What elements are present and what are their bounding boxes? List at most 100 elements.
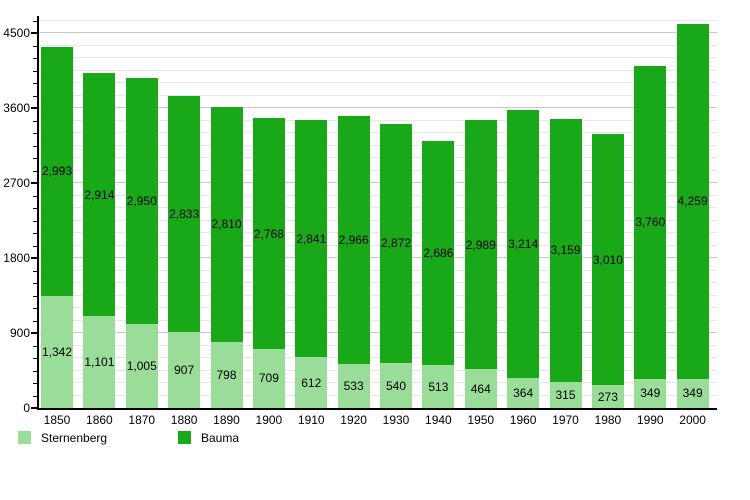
bar-value-label-sternenberg: 464 (470, 381, 491, 396)
gridline-minor (39, 319, 717, 321)
bar-value-label-bauma: 2,993 (41, 164, 73, 179)
bar-segment-bauma (676, 24, 709, 379)
gridline-minor (39, 357, 717, 358)
bar-segment-bauma (337, 116, 370, 364)
x-tick-label: 1860 (86, 413, 113, 427)
bar-1850: 1,342 2,993 (41, 46, 73, 408)
gridline-minor (39, 269, 717, 271)
x-tick-label: 1920 (340, 413, 367, 427)
y-tick-major (31, 407, 37, 409)
y-tick-minor (33, 145, 37, 147)
x-tick-label: 1980 (594, 413, 622, 427)
bar-segment-sternenberg (591, 385, 624, 408)
bar-segment-sternenberg (549, 381, 582, 408)
x-tick-label: 1880 (170, 413, 198, 427)
bar-segment-sternenberg (125, 324, 158, 408)
bar-segment-bauma (380, 123, 412, 363)
y-tick-label: 2700 (3, 176, 30, 190)
gridline-minor (39, 69, 717, 71)
y-tick-minor (33, 58, 37, 59)
bar-segment-sternenberg (210, 341, 243, 408)
x-tick-label: 2000 (679, 413, 706, 427)
y-tick-minor (33, 133, 37, 134)
bar-value-label-bauma: 2,914 (84, 187, 115, 202)
bar-value-label-sternenberg: 1,005 (126, 359, 157, 374)
x-tick-label: 1910 (297, 413, 325, 427)
bar-1880: 907 2,833 (168, 96, 201, 408)
bar-segment-sternenberg (380, 363, 412, 408)
bar-value-label-bauma: 2,950 (126, 194, 157, 209)
gridline-major (39, 257, 717, 258)
bar-segment-bauma (168, 96, 201, 333)
bar-value-label-sternenberg: 612 (301, 375, 322, 390)
gridline-minor (39, 344, 717, 346)
bar-segment-bauma (507, 109, 540, 378)
bar-value-label-sternenberg: 709 (258, 371, 279, 386)
bar-value-label-sternenberg: 540 (385, 378, 407, 393)
grid-area (39, 18, 717, 408)
x-tick-label: 1870 (128, 413, 156, 427)
y-tick-minor (33, 270, 37, 272)
bar-segment-sternenberg (83, 316, 116, 408)
gridline-major (39, 332, 717, 333)
gridline-major (39, 107, 717, 108)
bar-segment-sternenberg (507, 377, 540, 408)
y-tick-minor (33, 170, 37, 172)
y-tick-minor (33, 208, 37, 209)
x-tick-label: 1890 (213, 413, 240, 427)
bar-1900: 709 2,768 (252, 118, 285, 408)
bar-value-label-bauma: 3,760 (635, 215, 666, 230)
x-tick-label: 1990 (636, 413, 664, 427)
y-tick-minor (33, 245, 37, 247)
bar-value-label-bauma: 2,833 (169, 207, 200, 222)
bar-1910: 612 2,841 (295, 120, 328, 408)
y-tick-minor (33, 20, 37, 22)
gridline-minor (39, 219, 717, 221)
bar-segment-bauma (83, 73, 116, 317)
y-tick-minor (33, 283, 37, 284)
gridline-minor (39, 207, 717, 208)
y-tick-label: 4500 (3, 26, 30, 40)
bar-1870: 1,005 2,950 (125, 78, 158, 408)
gridline-minor (39, 232, 717, 233)
y-tick-major (31, 257, 37, 259)
bar-value-label-sternenberg: 513 (428, 379, 449, 394)
x-tick-label: 1950 (467, 413, 495, 427)
gridline-minor (39, 94, 717, 96)
legend-label-bauma: Bauma (201, 431, 240, 445)
gridline-minor (39, 119, 717, 121)
bar-1930: 540 2,872 (380, 123, 412, 408)
bar-1920: 533 2,966 (337, 116, 370, 408)
y-tick-minor (33, 158, 37, 159)
legend-label-sternenberg: Sternenberg (41, 431, 108, 445)
gridline-minor (39, 194, 717, 196)
x-tick-label: 1850 (43, 413, 71, 427)
gridline-minor (39, 294, 717, 296)
y-tick-minor (33, 308, 37, 309)
y-tick-minor (33, 220, 37, 222)
bar-segment-sternenberg (676, 378, 709, 408)
y-tick-minor (33, 45, 37, 47)
bar-value-label-bauma: 3,010 (592, 252, 623, 267)
bar-segment-sternenberg (337, 363, 370, 408)
gridline-minor (39, 169, 717, 171)
bar-value-label-sternenberg: 315 (555, 387, 576, 402)
y-tick-major (31, 182, 37, 184)
bar-1890: 798 2,810 (210, 107, 243, 408)
bar-1940: 513 2,686 (422, 141, 455, 408)
bar-value-label-sternenberg: 798 (216, 367, 237, 382)
x-tick-label: 1970 (552, 413, 579, 427)
y-tick-label: 3600 (3, 101, 30, 115)
bar-value-label-sternenberg: 1,101 (84, 355, 115, 370)
y-tick-minor (33, 120, 37, 122)
gridline-minor (39, 57, 717, 58)
bar-segment-sternenberg (295, 357, 328, 408)
bar-segment-sternenberg (252, 348, 285, 408)
bar-segment-bauma (549, 118, 582, 382)
y-tick-minor (33, 233, 37, 234)
y-tick-minor (33, 370, 37, 372)
y-tick-major (31, 32, 37, 34)
bar-segment-bauma (422, 141, 455, 366)
legend-swatch-bauma (178, 431, 191, 444)
